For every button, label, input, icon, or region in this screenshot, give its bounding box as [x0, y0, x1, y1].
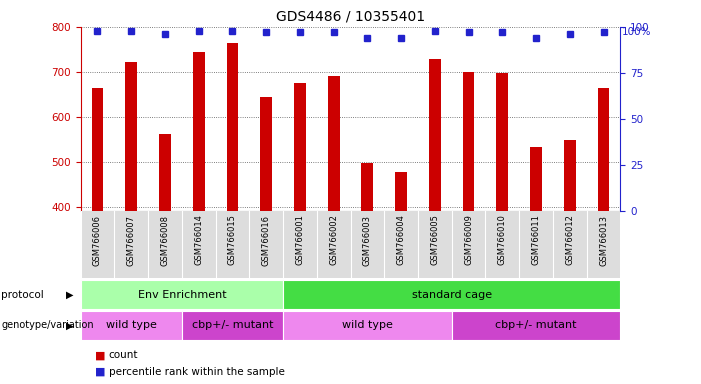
Text: GSM766015: GSM766015: [228, 215, 237, 265]
Bar: [530, 147, 542, 211]
Bar: [193, 51, 205, 211]
Text: GSM766016: GSM766016: [261, 215, 271, 266]
Text: cbp+/- mutant: cbp+/- mutant: [191, 320, 273, 331]
Text: wild type: wild type: [106, 320, 156, 331]
Bar: [92, 88, 103, 211]
Bar: [159, 134, 171, 211]
Bar: [395, 172, 407, 211]
Bar: [294, 83, 306, 211]
Text: standard cage: standard cage: [411, 290, 492, 300]
Text: GSM766009: GSM766009: [464, 215, 473, 265]
Text: GSM766002: GSM766002: [329, 215, 338, 265]
Text: protocol: protocol: [1, 290, 44, 300]
Bar: [182, 311, 283, 340]
Text: GSM766010: GSM766010: [498, 215, 507, 265]
Bar: [564, 140, 576, 211]
Text: GSM766014: GSM766014: [194, 215, 203, 265]
Text: ▶: ▶: [67, 290, 74, 300]
Text: GDS4486 / 10355401: GDS4486 / 10355401: [276, 10, 425, 23]
Text: GSM766013: GSM766013: [599, 215, 608, 266]
Text: ■: ■: [95, 367, 105, 377]
Text: GSM766011: GSM766011: [531, 215, 540, 265]
Text: GSM766007: GSM766007: [127, 215, 136, 266]
Bar: [451, 311, 620, 340]
Bar: [81, 280, 283, 309]
Bar: [226, 43, 238, 211]
Bar: [283, 280, 620, 309]
Text: wild type: wild type: [342, 320, 393, 331]
Bar: [496, 73, 508, 211]
Text: GSM766006: GSM766006: [93, 215, 102, 266]
Bar: [81, 311, 182, 340]
Text: ■: ■: [95, 350, 105, 360]
Text: GSM766008: GSM766008: [161, 215, 170, 266]
Text: 100%: 100%: [622, 27, 651, 37]
Bar: [283, 311, 451, 340]
Text: GSM766003: GSM766003: [363, 215, 372, 266]
Text: GSM766012: GSM766012: [565, 215, 574, 265]
Text: GSM766001: GSM766001: [295, 215, 304, 265]
Bar: [463, 72, 475, 211]
Text: genotype/variation: genotype/variation: [1, 320, 94, 331]
Bar: [598, 88, 609, 211]
Text: cbp+/- mutant: cbp+/- mutant: [496, 320, 577, 331]
Text: percentile rank within the sample: percentile rank within the sample: [109, 367, 285, 377]
Text: Env Enrichment: Env Enrichment: [137, 290, 226, 300]
Bar: [362, 163, 373, 211]
Text: GSM766004: GSM766004: [397, 215, 406, 265]
Bar: [260, 96, 272, 211]
Text: GSM766005: GSM766005: [430, 215, 440, 265]
Text: count: count: [109, 350, 138, 360]
Bar: [429, 59, 441, 211]
Bar: [328, 76, 339, 211]
Bar: [125, 62, 137, 211]
Text: ▶: ▶: [67, 320, 74, 331]
